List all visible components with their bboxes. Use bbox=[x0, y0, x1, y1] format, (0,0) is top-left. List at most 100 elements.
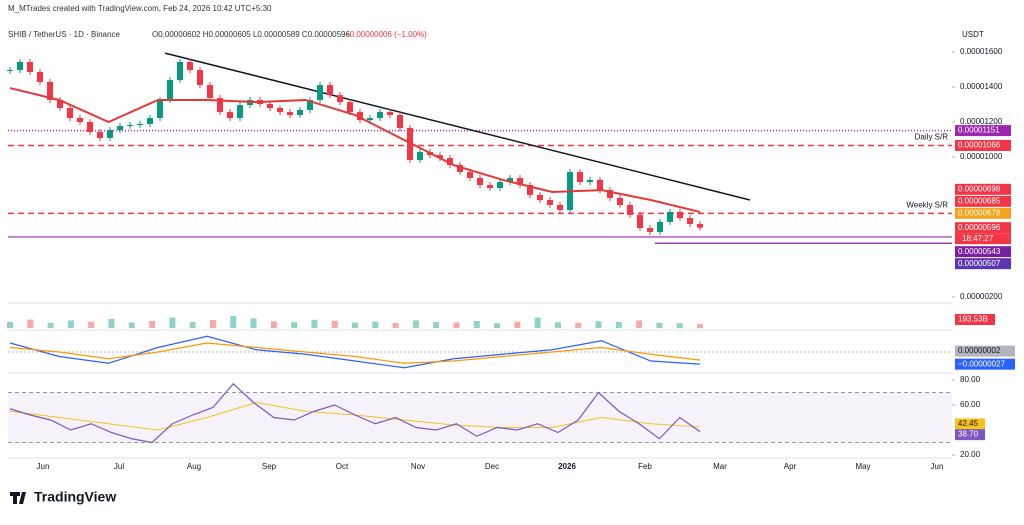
candle-body bbox=[127, 124, 133, 127]
candle-body bbox=[477, 177, 483, 185]
volume-bar bbox=[494, 323, 501, 328]
candle-body bbox=[237, 105, 243, 118]
price-label: 0.00000685 bbox=[958, 196, 1001, 205]
volume-bar bbox=[656, 322, 663, 328]
volume-bar bbox=[169, 317, 176, 328]
candle-body bbox=[27, 62, 33, 72]
macd-label-box bbox=[955, 358, 1015, 370]
candle-body bbox=[607, 190, 613, 198]
x-tick-label: 2026 bbox=[558, 462, 576, 471]
moving-average bbox=[9, 87, 701, 213]
candle-body bbox=[87, 122, 93, 132]
volume-bar bbox=[230, 316, 237, 328]
candle-body bbox=[197, 70, 203, 86]
candle-body bbox=[487, 184, 493, 188]
macd-label-box bbox=[955, 345, 1015, 357]
y-tick-label: 0.00001400 bbox=[960, 82, 1003, 91]
candle-body bbox=[297, 109, 303, 116]
candle-body bbox=[267, 103, 273, 109]
macd-line bbox=[9, 335, 701, 369]
x-tick-label: Sep bbox=[262, 462, 277, 471]
symbol: SHIB / TetherUS · 1D · Binance bbox=[8, 30, 120, 39]
x-tick-label: Apr bbox=[784, 462, 797, 471]
volume-bar bbox=[534, 317, 541, 328]
volume-bar bbox=[27, 319, 34, 328]
x-tick-label: Feb bbox=[638, 462, 652, 471]
candle-body bbox=[117, 126, 123, 131]
rsi-label-box bbox=[955, 418, 985, 430]
x-tick-label: Jul bbox=[114, 462, 124, 471]
volume-bar bbox=[88, 321, 95, 328]
price-label-box bbox=[955, 246, 1011, 258]
volume-bar bbox=[7, 322, 13, 328]
candle-body bbox=[337, 95, 343, 103]
candle-body bbox=[497, 182, 503, 188]
candle-body bbox=[17, 62, 23, 71]
y-tick-label: 0.00001600 bbox=[960, 47, 1003, 56]
candle-body bbox=[77, 117, 83, 123]
candle-body bbox=[7, 70, 13, 72]
rsi-band bbox=[8, 392, 952, 443]
volume-bar bbox=[575, 322, 582, 328]
candle-body bbox=[57, 99, 63, 109]
volume-bar bbox=[615, 322, 622, 328]
change: −0.00000006 (−1.00%) bbox=[345, 30, 427, 39]
volume-bar bbox=[108, 319, 115, 328]
price-label-box bbox=[955, 183, 1011, 195]
rsi-line bbox=[9, 382, 701, 444]
rsi-label: 42.45 bbox=[958, 419, 979, 428]
price-label: 0.00000678 bbox=[958, 208, 1001, 217]
rsi-tick-label: 20.00 bbox=[960, 450, 981, 459]
candle-body bbox=[627, 204, 633, 215]
volume-bar bbox=[189, 322, 196, 328]
volume-bar bbox=[149, 321, 156, 328]
volume-bar bbox=[291, 322, 298, 328]
x-tick-label: Aug bbox=[187, 462, 201, 471]
candle-body bbox=[327, 85, 333, 96]
candle-body bbox=[177, 62, 183, 81]
timer-box bbox=[955, 233, 1011, 245]
volume-bar bbox=[412, 320, 419, 328]
volume-bar bbox=[453, 322, 460, 328]
candle-body bbox=[367, 117, 373, 121]
candle-body bbox=[287, 112, 293, 116]
candle-body bbox=[617, 197, 623, 205]
volume-bar bbox=[473, 321, 480, 328]
timer: 18:47:27 bbox=[962, 234, 994, 243]
candle-body bbox=[307, 99, 313, 110]
price-label-box bbox=[955, 258, 1011, 270]
volume-bar bbox=[636, 320, 643, 328]
candle-body bbox=[107, 130, 113, 138]
volume-label-box bbox=[955, 314, 995, 325]
candle-body bbox=[387, 112, 393, 116]
candle-body bbox=[557, 204, 563, 211]
rsi-label: 38.70 bbox=[958, 430, 979, 439]
price-label-box bbox=[955, 222, 1011, 234]
rsi-tick-label: 80.00 bbox=[960, 375, 981, 384]
candle-body bbox=[377, 112, 383, 118]
y-tick-label: 0.00001000 bbox=[960, 152, 1003, 161]
y-tick-label: 0.00000200 bbox=[960, 292, 1003, 301]
volume-bar bbox=[676, 323, 683, 328]
candle-body bbox=[217, 98, 223, 113]
candle-body bbox=[697, 224, 703, 228]
candle-body bbox=[277, 108, 283, 113]
candle-body bbox=[47, 81, 53, 100]
candle-body bbox=[647, 228, 653, 233]
candle-body bbox=[437, 155, 443, 159]
x-tick-label: Nov bbox=[411, 462, 425, 471]
candle-body bbox=[187, 62, 193, 71]
volume-bar bbox=[372, 321, 379, 328]
candle-body bbox=[67, 108, 73, 118]
candle-body bbox=[167, 80, 173, 100]
price-label-box bbox=[955, 195, 1011, 207]
author-line: M_MTrades created with TradingView.com, … bbox=[8, 4, 272, 13]
volume-bar bbox=[209, 320, 216, 328]
volume-bar bbox=[514, 321, 521, 328]
candle-body bbox=[447, 158, 453, 166]
volume-bar bbox=[311, 319, 318, 328]
volume-bar bbox=[47, 322, 54, 328]
candle-body bbox=[467, 172, 473, 178]
candle-body bbox=[597, 179, 603, 191]
